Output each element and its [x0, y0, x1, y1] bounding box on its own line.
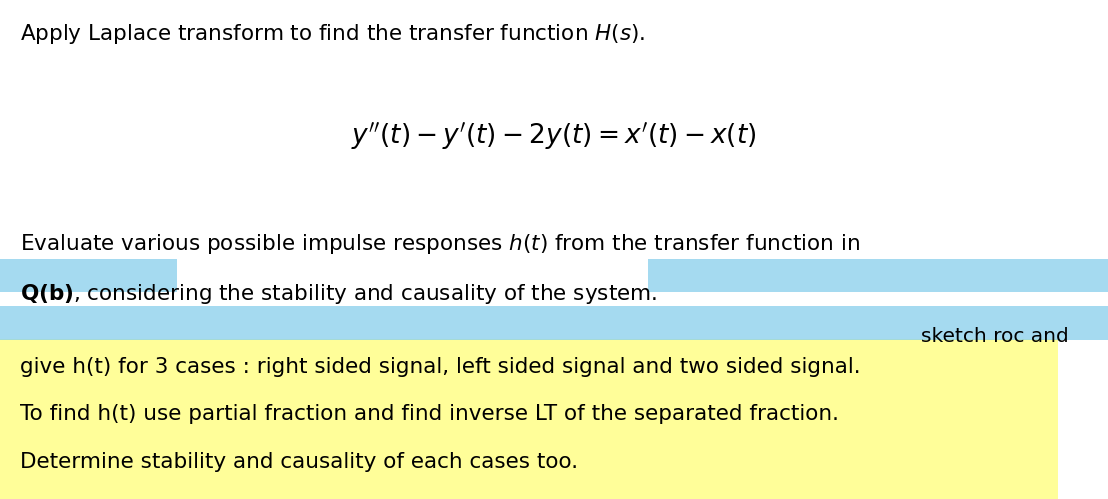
- Text: Evaluate various possible impulse responses $h(t)$ from the transfer function in: Evaluate various possible impulse respon…: [20, 232, 860, 256]
- Text: $\mathbf{Q(b)}$, considering the stability and causality of the system.: $\mathbf{Q(b)}$, considering the stabili…: [20, 282, 657, 306]
- FancyBboxPatch shape: [648, 259, 1108, 292]
- FancyBboxPatch shape: [0, 259, 177, 292]
- Text: sketch roc and: sketch roc and: [922, 327, 1069, 346]
- Text: Apply Laplace transform to find the transfer function $H(s)$.: Apply Laplace transform to find the tran…: [20, 22, 645, 46]
- FancyBboxPatch shape: [0, 339, 1058, 499]
- Text: give h(t) for 3 cases : right sided signal, left sided signal and two sided sign: give h(t) for 3 cases : right sided sign…: [20, 357, 861, 377]
- Text: $y''(t) - y'(t) - 2y(t) = x'(t) - x(t)$: $y''(t) - y'(t) - 2y(t) = x'(t) - x(t)$: [351, 120, 757, 152]
- FancyBboxPatch shape: [0, 306, 1108, 340]
- Text: To find h(t) use partial fraction and find inverse LT of the separated fraction.: To find h(t) use partial fraction and fi…: [20, 404, 839, 424]
- Text: Determine stability and causality of each cases too.: Determine stability and causality of eac…: [20, 452, 578, 472]
